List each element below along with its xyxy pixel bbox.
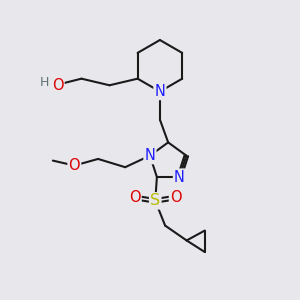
Text: O: O [170, 190, 182, 205]
Text: O: O [68, 158, 80, 173]
Text: O: O [129, 190, 141, 205]
Text: N: N [154, 84, 165, 99]
Text: O: O [52, 78, 64, 93]
Text: H: H [40, 76, 49, 89]
Text: N: N [145, 148, 155, 163]
Text: S: S [150, 193, 160, 208]
Text: N: N [174, 169, 185, 184]
